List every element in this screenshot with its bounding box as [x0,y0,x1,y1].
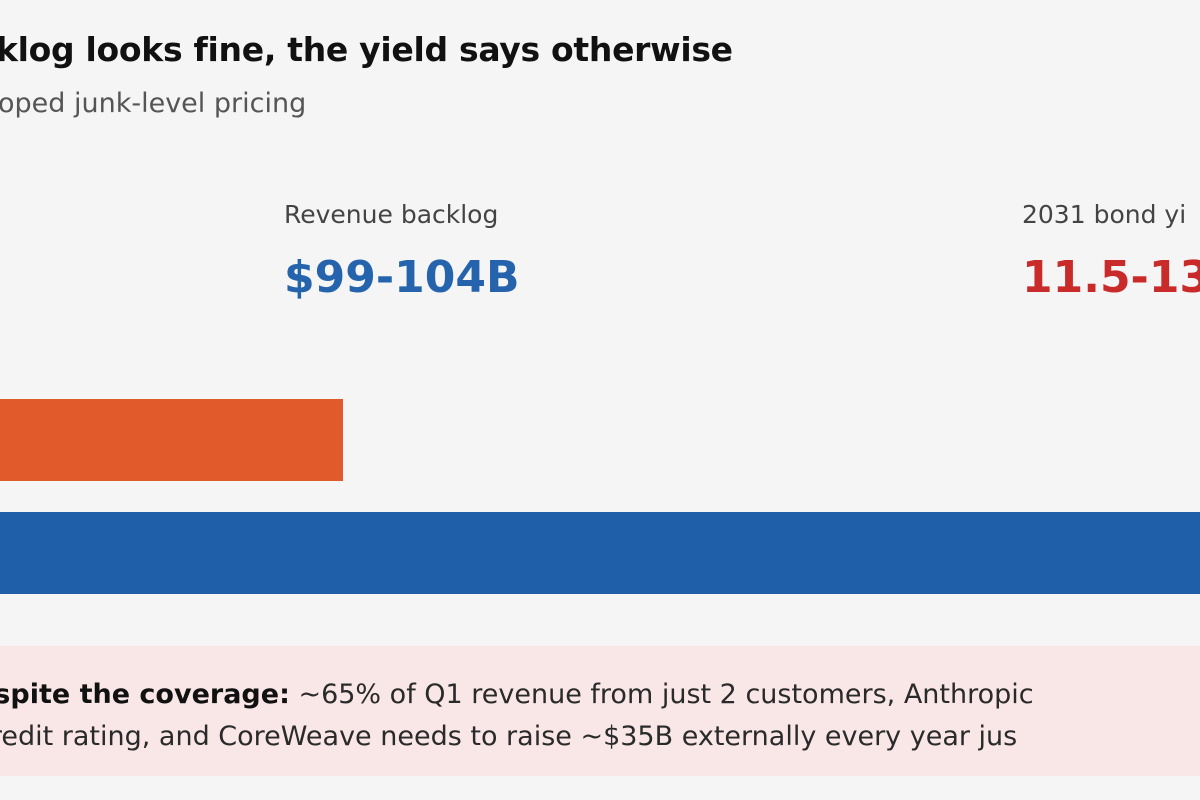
risk-callout: espite the coverage: ~65% of Q1 revenue … [0,646,1200,776]
callout-line-2: credit rating, and CoreWeave needs to ra… [0,721,1018,752]
chart-subtitle: oped junk-level pricing [0,88,307,119]
bar-2 [0,512,1200,594]
bond-yield-value: 11.5-13% [1022,252,1200,303]
revenue-backlog-value: $99-104B [284,252,520,303]
bar-chart [0,399,1200,594]
callout-text: espite the coverage: ~65% of Q1 revenue … [0,674,1200,758]
chart-title: klog looks fine, the yield says otherwis… [0,30,733,69]
revenue-backlog-label: Revenue backlog [284,200,499,229]
callout-lead: espite the coverage: [0,679,290,710]
bar-1 [0,399,343,481]
callout-line-1: ~65% of Q1 revenue from just 2 customers… [289,679,1034,710]
bond-yield-label: 2031 bond yi [1022,200,1187,229]
